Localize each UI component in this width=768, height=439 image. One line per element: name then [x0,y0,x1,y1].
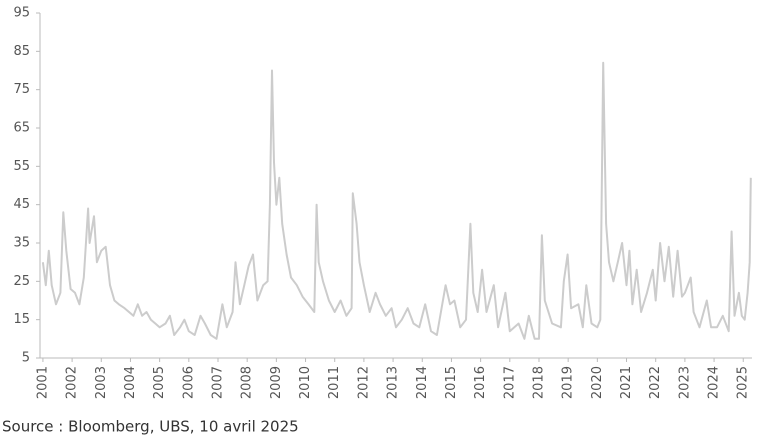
y-tick-label: 35 [13,236,30,251]
x-tick-label: 2007 [211,366,226,399]
x-tick-label: 2021 [619,366,634,399]
x-tick-label: 2008 [240,366,255,399]
x-tick-label: 2003 [94,366,109,399]
y-tick-label: 85 [13,44,30,59]
x-tick-label: 2023 [677,366,692,399]
x-tick-label: 2001 [35,366,50,399]
x-tick-label: 2010 [298,366,313,399]
x-tick-label: 2024 [707,366,722,399]
x-tick-label: 2025 [736,366,751,399]
y-tick-label: 75 [13,82,30,97]
x-tick-label: 2012 [356,366,371,399]
y-tick-label: 5 [22,351,30,366]
y-tick-label: 95 [13,6,30,21]
x-tick-label: 2022 [648,366,663,399]
x-tick-label: 2020 [590,366,605,399]
source: Source : Bloomberg, UBS, 10 avril 2025 [2,418,299,436]
x-tick-label: 2006 [181,366,196,399]
x-tick-label: 2002 [65,366,80,399]
x-tick-label: 2009 [269,366,284,399]
x-tick-label: 2011 [327,366,342,399]
x-tick-label: 2005 [152,366,167,399]
x-tick-label: 2019 [561,366,576,399]
data-line [41,61,752,340]
y-tick-label: 25 [13,274,30,289]
y-tick-label: 65 [13,121,30,136]
y-tick-label: 55 [13,159,30,174]
y-tick-label: 45 [13,197,30,212]
x-tick-label: 2014 [415,366,430,399]
x-tick-label: 2017 [502,366,517,399]
x-tick-label: 2013 [386,366,401,399]
x-tick-label: 2004 [123,366,138,399]
x-tick-label: 2018 [531,366,546,399]
y-tick-label: 15 [13,312,30,327]
x-tick-label: 2015 [444,366,459,399]
x-tick-label: 2016 [473,366,488,399]
